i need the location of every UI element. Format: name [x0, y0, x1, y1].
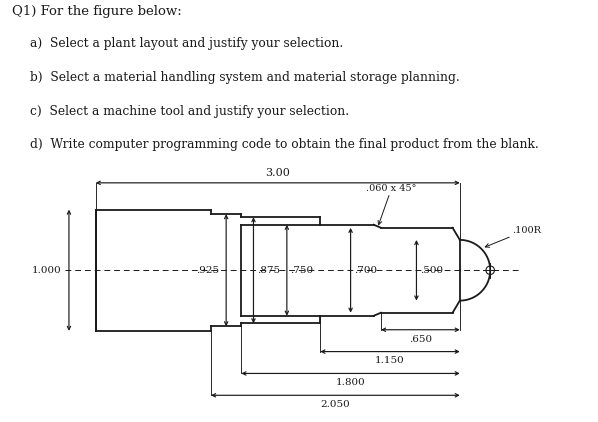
- Text: c)  Select a machine tool and justify your selection.: c) Select a machine tool and justify you…: [30, 105, 349, 118]
- Text: d)  Write computer programming code to obtain the final product from the blank.: d) Write computer programming code to ob…: [30, 138, 539, 151]
- Text: .060 x 45°: .060 x 45°: [367, 184, 417, 225]
- Text: .500: .500: [420, 266, 443, 275]
- Text: b)  Select a material handling system and material storage planning.: b) Select a material handling system and…: [30, 71, 460, 84]
- Text: 1.800: 1.800: [335, 378, 365, 387]
- Text: 1.150: 1.150: [375, 357, 405, 365]
- Text: .925: .925: [196, 266, 219, 275]
- Text: .650: .650: [409, 335, 432, 344]
- Text: .875: .875: [257, 266, 280, 275]
- Text: 2.050: 2.050: [321, 400, 350, 409]
- Text: .750: .750: [291, 266, 313, 275]
- Text: 3.00: 3.00: [266, 168, 290, 178]
- Text: .700: .700: [354, 266, 377, 275]
- Text: Q1) For the figure below:: Q1) For the figure below:: [12, 5, 182, 18]
- Text: 1.000: 1.000: [32, 266, 62, 275]
- Text: .100R: .100R: [486, 226, 541, 247]
- Text: a)  Select a plant layout and justify your selection.: a) Select a plant layout and justify you…: [30, 38, 343, 51]
